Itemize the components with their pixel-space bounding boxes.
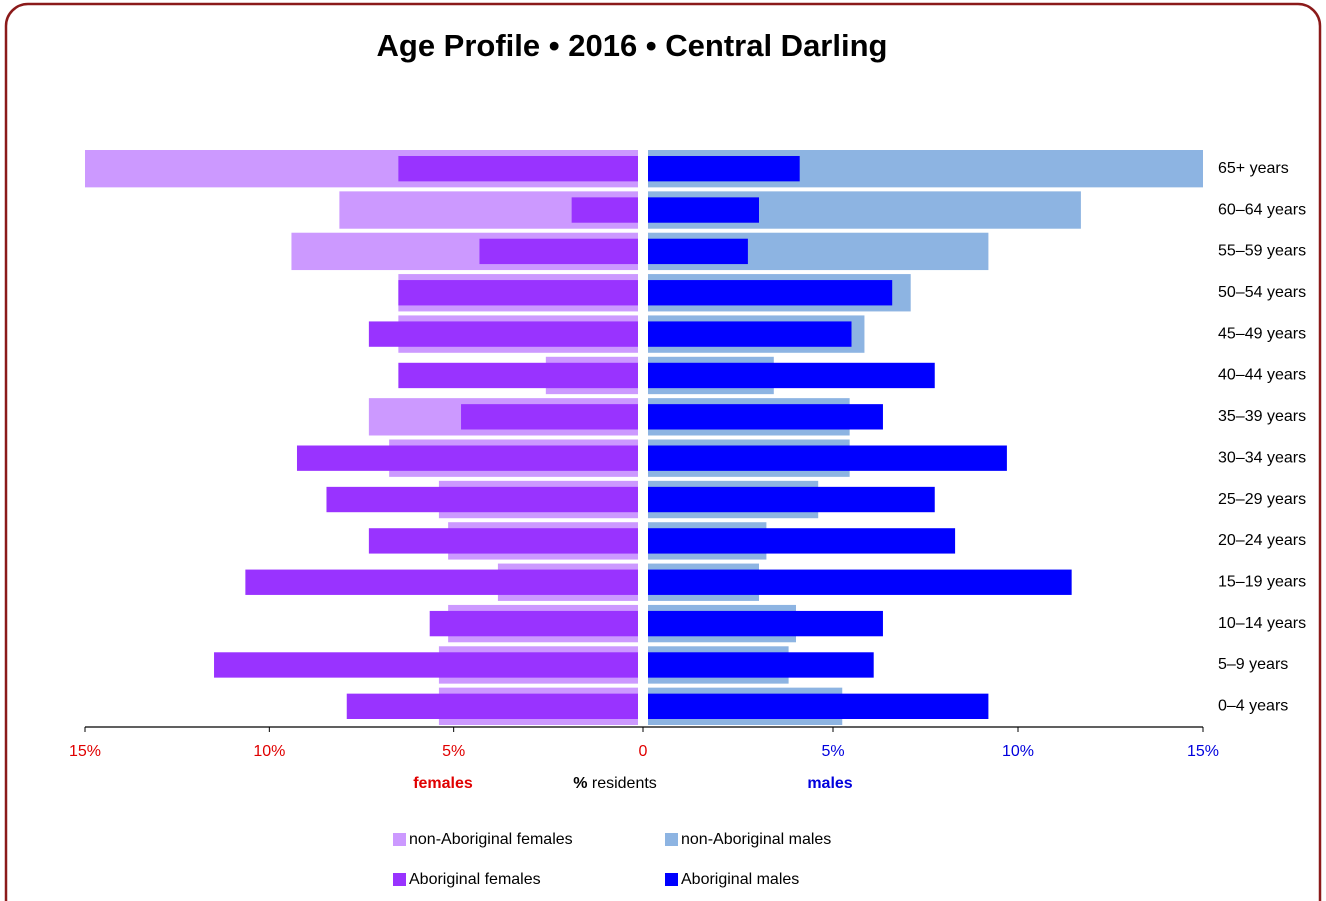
- x-tick-label: 0: [639, 743, 648, 760]
- bar: [398, 280, 638, 306]
- bar: [648, 693, 989, 719]
- category-label: 35–39 years: [1218, 408, 1306, 425]
- x-axis-label: % residents: [573, 775, 657, 792]
- bar: [648, 238, 748, 265]
- left-label: females: [413, 775, 473, 792]
- category-label: 0–4 years: [1218, 698, 1288, 715]
- category-label: 55–59 years: [1218, 243, 1306, 260]
- category-label: 10–14 years: [1218, 615, 1306, 632]
- bar: [648, 362, 935, 389]
- category-label: 25–29 years: [1218, 491, 1306, 508]
- x-tick-label: 5%: [442, 743, 465, 760]
- chart-title: Age Profile • 2016 • Central Darling: [377, 28, 888, 63]
- category-label: 15–19 years: [1218, 573, 1306, 590]
- x-label-symbol: %: [573, 775, 587, 792]
- bar: [398, 362, 638, 389]
- legend-label: Aboriginal males: [681, 871, 799, 888]
- legend-label: non-Aboriginal males: [681, 831, 831, 848]
- category-label: 5–9 years: [1218, 656, 1288, 673]
- x-tick-label: 15%: [69, 743, 101, 760]
- bar: [648, 528, 956, 554]
- x-label-text: residents: [592, 775, 657, 792]
- bar: [648, 610, 883, 637]
- bar: [245, 569, 638, 595]
- legend-swatch: [393, 873, 406, 886]
- bar: [648, 486, 935, 513]
- bar: [296, 445, 638, 471]
- right-label: males: [807, 775, 852, 792]
- category-label: 40–44 years: [1218, 367, 1306, 384]
- category-label: 20–24 years: [1218, 532, 1306, 549]
- bar: [368, 321, 638, 347]
- bar: [648, 197, 759, 223]
- bar: [648, 321, 852, 347]
- category-label: 60–64 years: [1218, 201, 1306, 218]
- bar: [346, 693, 638, 719]
- x-tick-label: 15%: [1187, 743, 1219, 760]
- bar: [429, 610, 638, 637]
- legend-swatch: [393, 833, 406, 846]
- legend-swatch: [665, 833, 678, 846]
- bar: [648, 445, 1007, 471]
- bar: [214, 652, 639, 678]
- legend-swatch: [665, 873, 678, 886]
- category-label: 50–54 years: [1218, 284, 1306, 301]
- x-tick-label: 10%: [1002, 743, 1034, 760]
- bar: [648, 280, 893, 306]
- bar: [648, 156, 800, 182]
- bar: [479, 238, 638, 265]
- category-label: 30–34 years: [1218, 449, 1306, 466]
- legend-label: Aboriginal females: [409, 871, 541, 888]
- bar: [368, 528, 638, 554]
- bar: [461, 404, 638, 430]
- bar: [648, 652, 874, 678]
- bar: [571, 197, 638, 223]
- legend-label: non-Aboriginal females: [409, 831, 573, 848]
- bar: [398, 156, 638, 182]
- bar: [648, 404, 883, 430]
- bar: [326, 486, 638, 513]
- x-tick-label: 5%: [821, 743, 844, 760]
- bar: [648, 569, 1072, 595]
- category-label: 45–49 years: [1218, 325, 1306, 342]
- x-tick-label: 10%: [253, 743, 285, 760]
- category-label: 65+ years: [1218, 160, 1289, 177]
